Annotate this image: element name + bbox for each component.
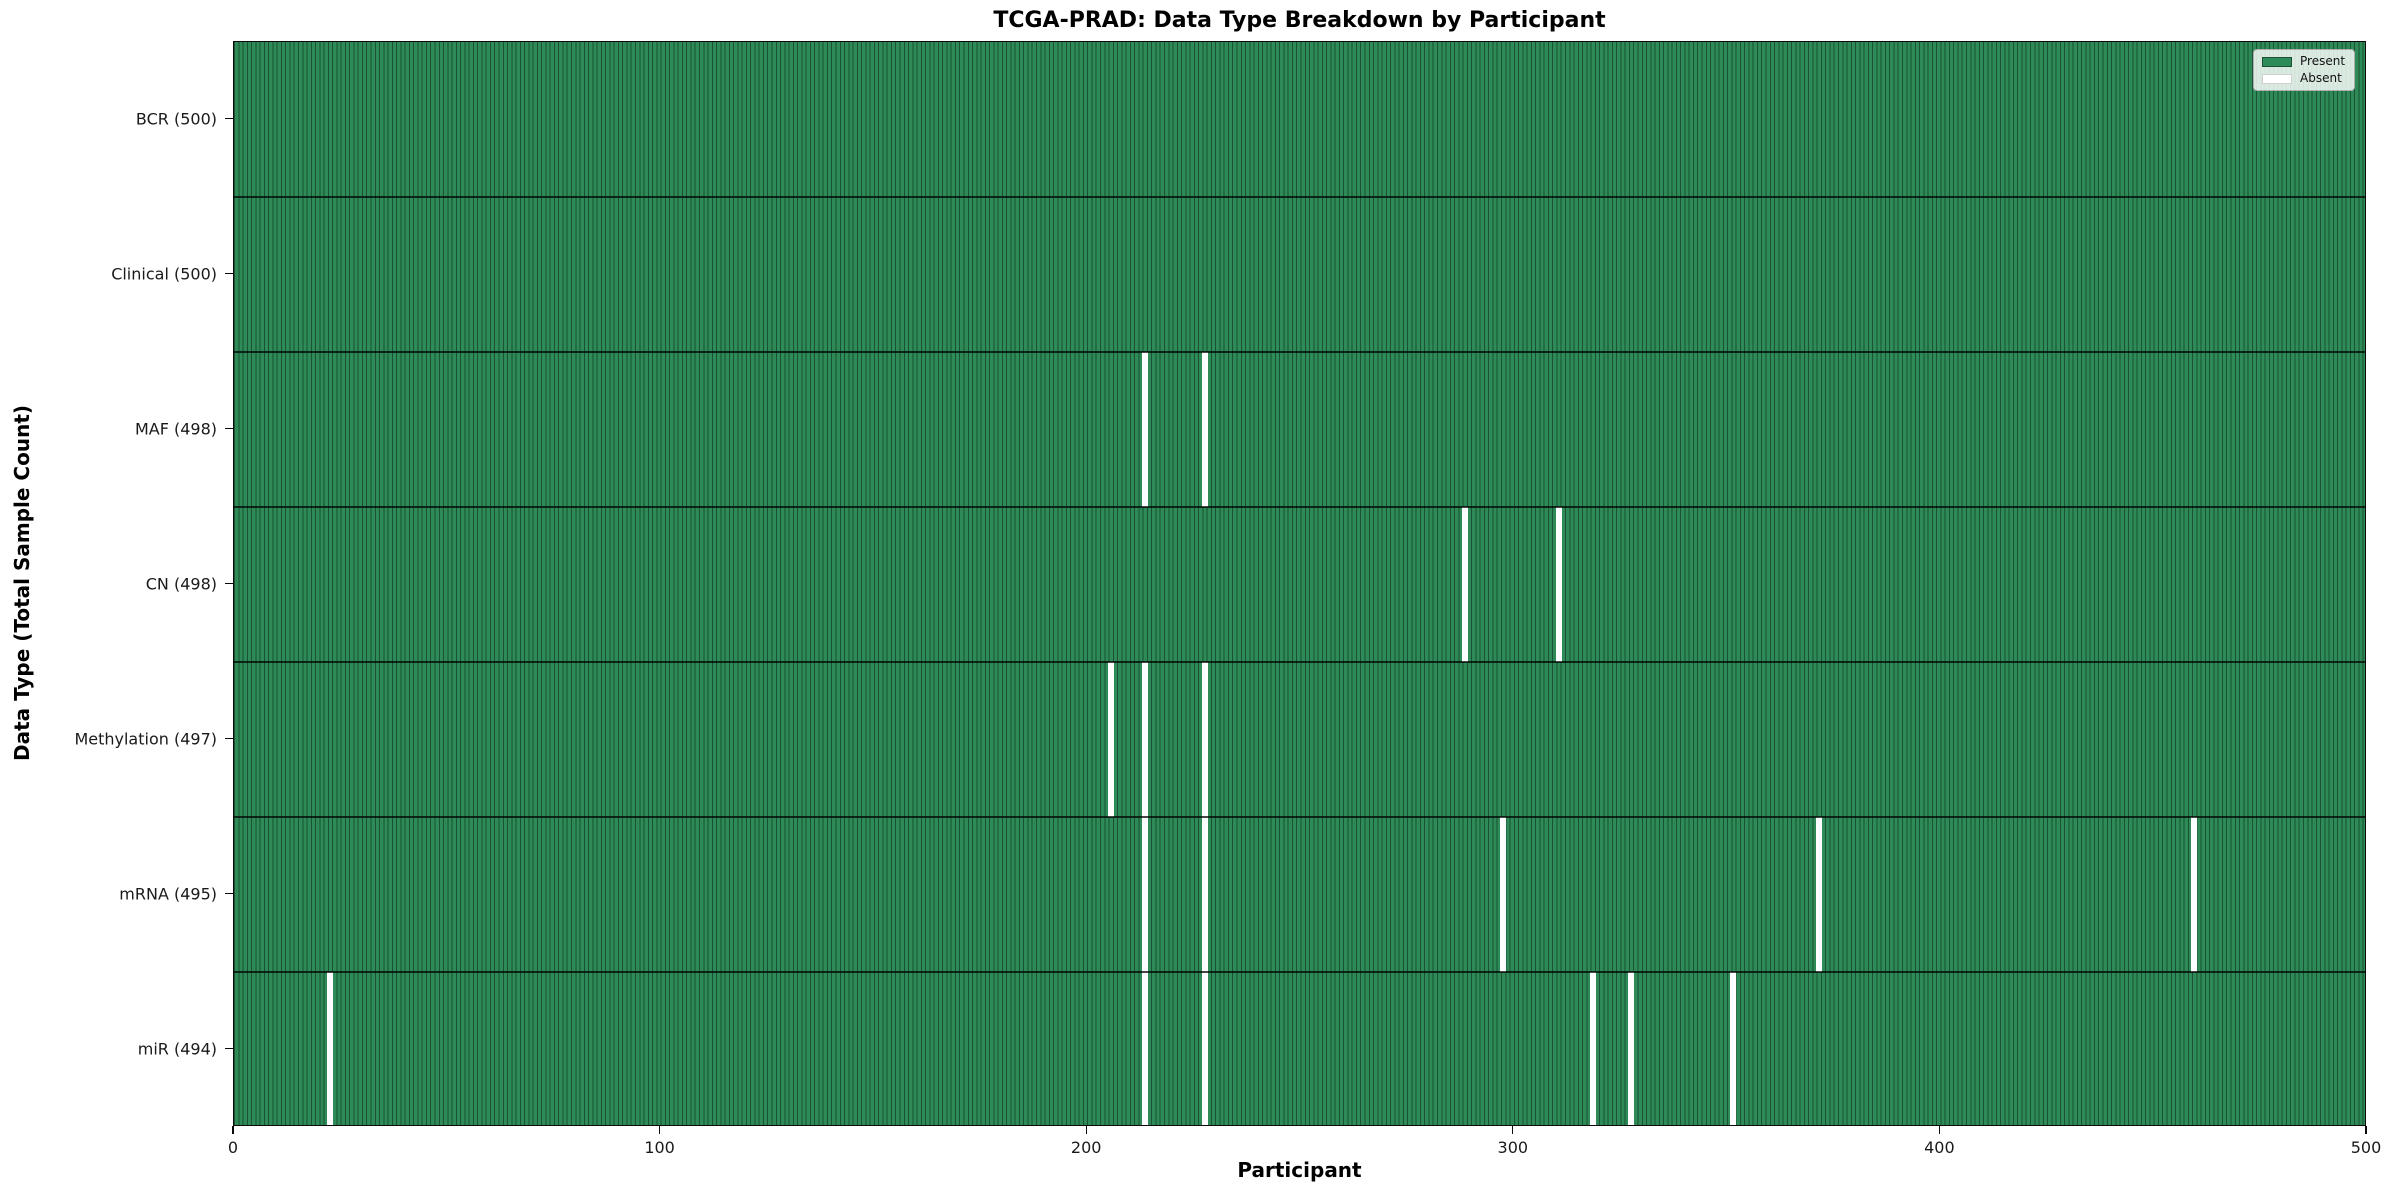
y-tick-mark — [225, 582, 233, 585]
y-axis-tick-layer: BCR (500) Clinical (500) MAF (498) CN (498)… — [0, 41, 233, 1126]
absent-gap-miR-351 — [1730, 972, 1737, 1125]
x-tick-label-400: 400 — [1924, 1138, 1955, 1157]
absent-gap-mRNA-227 — [1201, 817, 1208, 972]
absent-gap-miR-213 — [1141, 972, 1148, 1125]
y-tick-mark — [225, 737, 233, 740]
x-tick-label-300: 300 — [1497, 1138, 1529, 1157]
x-tick-mark — [1512, 1126, 1514, 1134]
y-tick-mark — [225, 892, 233, 895]
y-tick-label-BCR: BCR (500) — [135, 109, 217, 128]
absent-gap-miR-327 — [1628, 972, 1635, 1125]
absent-gap-miR-227 — [1201, 972, 1208, 1125]
chart-row-MAF — [234, 352, 2365, 507]
absent-gap-miR-22 — [326, 972, 333, 1125]
y-tick-label-mRNA: mRNA (495) — [119, 884, 217, 903]
chart-row-Methylation — [234, 662, 2365, 817]
absent-swatch-icon — [2262, 73, 2292, 84]
absent-gap-Methylation-213 — [1141, 662, 1148, 817]
y-tick-mark — [225, 427, 233, 430]
legend-item-present: Present — [2262, 55, 2345, 68]
chart-row-CN — [234, 507, 2365, 662]
x-tick-label-0: 0 — [227, 1138, 239, 1157]
x-tick-label-100: 100 — [644, 1138, 675, 1157]
absent-gap-CN-310 — [1555, 507, 1562, 662]
absent-gap-MAF-213 — [1141, 352, 1148, 507]
x-tick-label-500: 500 — [2350, 1138, 2382, 1157]
absent-gap-CN-288 — [1461, 507, 1468, 662]
row-separator — [234, 351, 2365, 353]
chart-row-miR — [234, 972, 2365, 1125]
y-tick-mark — [225, 272, 233, 275]
y-tick-label-Clinical: Clinical (500) — [111, 264, 217, 283]
absent-gap-Methylation-227 — [1201, 662, 1208, 817]
plot-area — [233, 41, 2366, 1126]
legend-absent-label: Absent — [2300, 71, 2342, 85]
row-separator — [234, 196, 2365, 198]
y-tick-label-Methylation: Methylation (497) — [74, 729, 217, 748]
x-axis-tick-layer: 0 100 200 300 400 500 — [228, 1126, 2381, 1186]
y-tick-mark — [225, 1047, 233, 1050]
absent-gap-mRNA-371 — [1815, 817, 1822, 972]
x-tick-mark — [1938, 1126, 1941, 1134]
x-tick-label-200: 200 — [1070, 1138, 1102, 1157]
legend-present-label: Present — [2300, 54, 2346, 68]
legend-item-absent: Absent — [2262, 72, 2345, 85]
chart-row-mRNA — [234, 817, 2365, 972]
x-tick-mark — [232, 1126, 234, 1134]
row-separator — [234, 971, 2365, 973]
present-swatch-icon — [2262, 56, 2292, 67]
absent-gap-miR-318 — [1589, 972, 1596, 1125]
y-tick-label-MAF: MAF (498) — [134, 419, 217, 438]
x-tick-mark — [1085, 1126, 1087, 1134]
row-separator — [234, 816, 2365, 818]
row-separator — [234, 506, 2365, 508]
y-tick-label-CN: CN (498) — [145, 574, 217, 593]
chart-row-BCR — [234, 42, 2365, 197]
y-tick-mark — [225, 117, 233, 120]
y-tick-label-miR: miR (494) — [137, 1039, 217, 1058]
x-tick-mark — [2365, 1126, 2367, 1134]
chart-row-Clinical — [234, 197, 2365, 352]
legend: Present Absent — [2253, 49, 2356, 91]
x-tick-mark — [658, 1126, 661, 1134]
absent-gap-mRNA-459 — [2191, 817, 2198, 972]
row-separator — [234, 661, 2365, 663]
absent-gap-MAF-227 — [1201, 352, 1208, 507]
chart-title: TCGA-PRAD: Data Type Breakdown by Partic… — [993, 8, 1606, 33]
absent-gap-mRNA-213 — [1141, 817, 1148, 972]
absent-gap-mRNA-297 — [1500, 817, 1507, 972]
absent-gap-Methylation-205 — [1107, 662, 1114, 817]
x-axis-label: Participant — [1237, 1158, 1362, 1182]
